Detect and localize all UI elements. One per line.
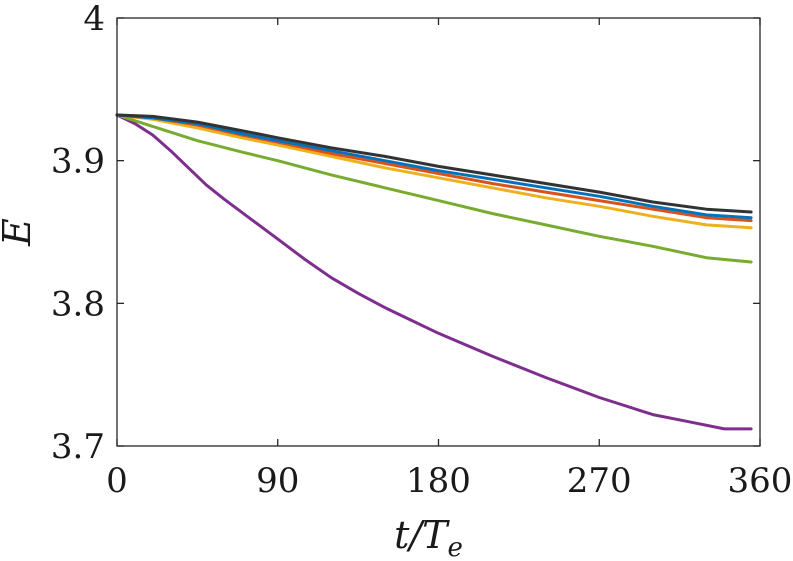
series-line-3 [115, 113, 753, 230]
y-tick-label: 3.9 [51, 142, 105, 182]
x-tick-label: 0 [106, 461, 128, 501]
y-tick-label: 4 [83, 0, 105, 39]
tick-layer: 0 90 180 270 360 3.7 3.8 3.9 4 [51, 0, 793, 501]
x-tick-label: 360 [728, 461, 793, 501]
y-tick-label: 3.7 [51, 427, 105, 467]
plot-frame [116, 17, 761, 447]
series-layer [115, 113, 753, 431]
x-axis-label-main: t/T [394, 513, 450, 557]
series-line-2 [115, 113, 753, 264]
x-tick-label: 90 [256, 461, 299, 501]
x-tick-label: 270 [567, 461, 632, 501]
x-tick-label: 180 [406, 461, 471, 501]
series-line-6 [115, 113, 753, 214]
series-line-1 [115, 113, 753, 431]
y-tick-label: 3.8 [51, 284, 105, 324]
x-axis-label: t/Te [394, 513, 463, 561]
series-line-5 [115, 113, 753, 220]
x-axis-label-subscript: e [448, 533, 463, 561]
y-axis-label: E [0, 218, 39, 247]
